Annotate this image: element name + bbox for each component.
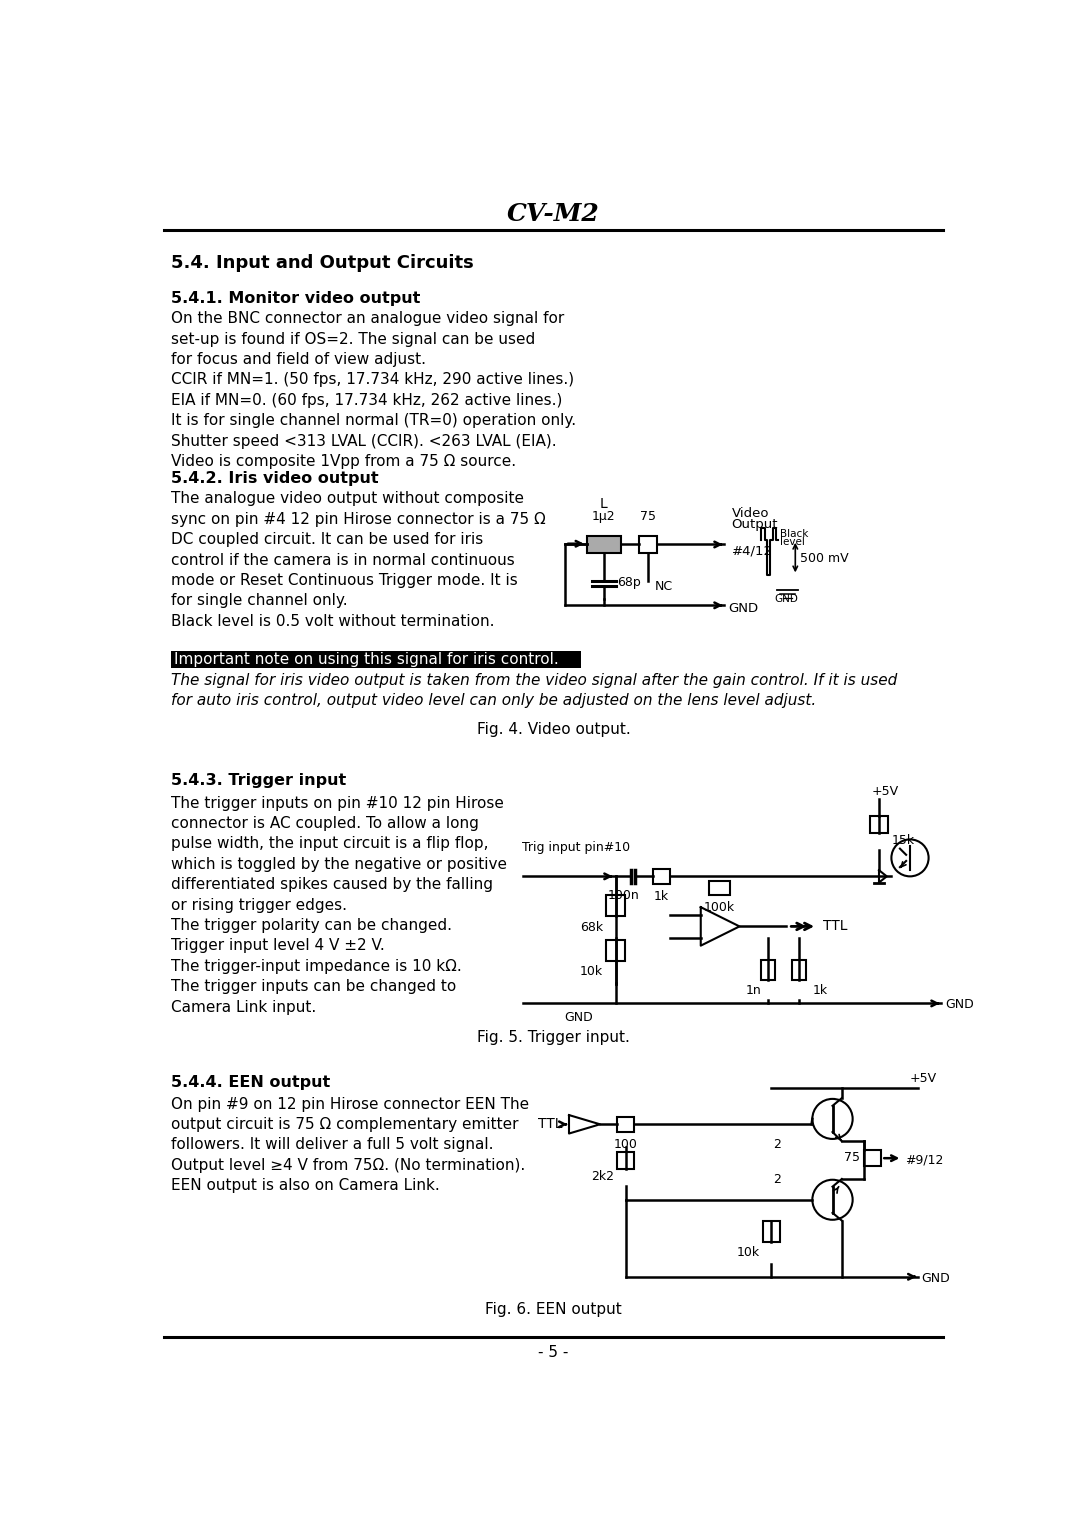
Text: 68k: 68k [580, 921, 603, 934]
Text: - 5 -: - 5 - [538, 1345, 569, 1360]
Circle shape [812, 1180, 852, 1219]
FancyBboxPatch shape [171, 651, 581, 668]
Text: 1k: 1k [653, 891, 669, 903]
Bar [617, 1152, 634, 1169]
Bar [617, 1117, 634, 1132]
Text: The trigger inputs on pin #10 12 pin Hirose
connector is AC coupled. To allow a : The trigger inputs on pin #10 12 pin Hir… [171, 796, 507, 1015]
Text: +5V: +5V [910, 1073, 937, 1085]
Text: 2: 2 [773, 1174, 781, 1186]
Bar [638, 536, 658, 553]
Bar [869, 816, 889, 833]
Text: 1n: 1n [745, 984, 761, 996]
Text: GND: GND [729, 602, 759, 614]
Text: 10k: 10k [580, 966, 603, 978]
Bar [761, 960, 775, 981]
Text: GND: GND [921, 1271, 950, 1285]
Text: 5.4.3. Trigger input: 5.4.3. Trigger input [171, 773, 346, 788]
Text: Important note on using this signal for iris control.: Important note on using this signal for … [174, 652, 558, 666]
Text: 5.4. Input and Output Circuits: 5.4. Input and Output Circuits [171, 254, 473, 272]
Text: 68p: 68p [617, 576, 640, 588]
Bar [793, 960, 806, 981]
Text: Video: Video [732, 507, 769, 520]
Text: Fig. 5. Trigger input.: Fig. 5. Trigger input. [477, 1030, 630, 1045]
Text: GND: GND [564, 1012, 593, 1024]
Circle shape [812, 1099, 852, 1138]
Text: 5.4.4. EEN output: 5.4.4. EEN output [171, 1076, 329, 1089]
Text: #4/12: #4/12 [732, 544, 773, 558]
Text: 75: 75 [640, 510, 656, 523]
Text: 2: 2 [773, 1138, 781, 1151]
Text: 75: 75 [845, 1151, 861, 1164]
Text: On the BNC connector an analogue video signal for
set-up is found if OS=2. The s: On the BNC connector an analogue video s… [171, 312, 576, 469]
Text: TTL: TTL [538, 1117, 563, 1131]
Text: GND: GND [774, 594, 798, 604]
Text: The analogue video output without composite
sync on pin #4 12 pin Hirose connect: The analogue video output without compos… [171, 492, 545, 628]
Text: 10k: 10k [737, 1245, 759, 1259]
Bar [864, 1151, 880, 1166]
Bar [762, 1221, 780, 1242]
Text: 2k2: 2k2 [591, 1170, 613, 1183]
Text: 100: 100 [613, 1138, 637, 1151]
Text: 100n: 100n [607, 889, 639, 902]
Text: Fig. 6. EEN output: Fig. 6. EEN output [485, 1302, 622, 1317]
Bar [606, 895, 625, 917]
Text: The signal for iris video output is taken from the video signal after the gain c: The signal for iris video output is take… [171, 672, 896, 709]
Text: On pin #9 on 12 pin Hirose connector EEN The
output circuit is 75 Ω complementar: On pin #9 on 12 pin Hirose connector EEN… [171, 1097, 529, 1193]
Text: L: L [600, 498, 608, 512]
Text: 500 mV: 500 mV [800, 552, 849, 565]
Circle shape [891, 839, 929, 877]
Text: 1k: 1k [813, 984, 828, 996]
Text: CV-M2: CV-M2 [508, 202, 599, 226]
Text: Black: Black [780, 529, 808, 539]
Text: Trig input pin#10: Trig input pin#10 [523, 840, 631, 854]
Text: GND: GND [946, 998, 974, 1012]
Text: TTL: TTL [823, 920, 848, 934]
Text: #9/12: #9/12 [905, 1154, 944, 1166]
Bar [586, 536, 621, 553]
Text: level: level [780, 538, 805, 547]
Text: +5V: +5V [872, 785, 899, 798]
Text: Output: Output [732, 518, 779, 532]
Text: 5.4.2. Iris video output: 5.4.2. Iris video output [171, 471, 378, 486]
Bar [652, 868, 670, 885]
Text: 15k: 15k [891, 834, 915, 848]
Bar [606, 940, 625, 961]
Text: NC: NC [654, 581, 673, 593]
Text: 100k: 100k [704, 902, 734, 914]
Text: Fig. 4. Video output.: Fig. 4. Video output. [476, 723, 631, 738]
Bar [708, 882, 730, 895]
Text: 5.4.1. Monitor video output: 5.4.1. Monitor video output [171, 292, 420, 306]
Text: 1μ2: 1μ2 [592, 510, 616, 523]
